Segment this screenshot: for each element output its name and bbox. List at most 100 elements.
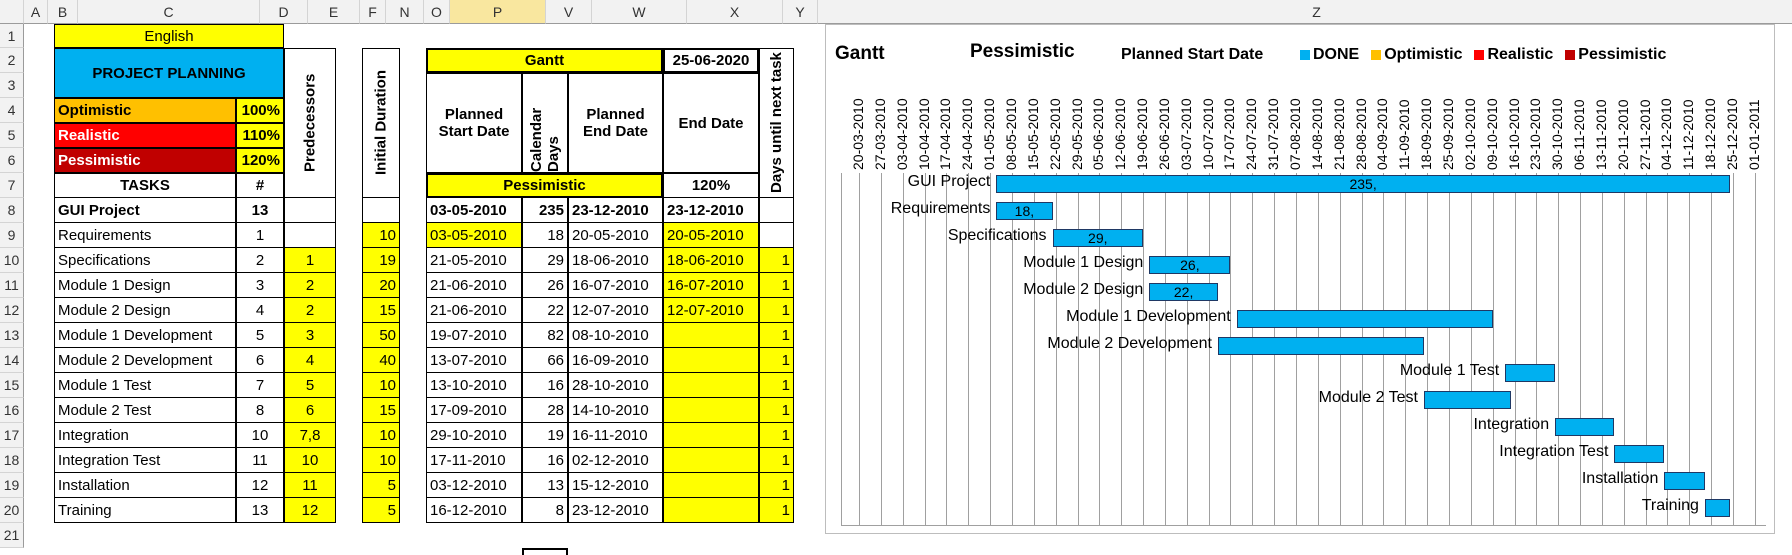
task-name[interactable]: Requirements xyxy=(54,223,236,248)
task-planned-start[interactable]: 21-06-2010 xyxy=(426,273,522,298)
column-header-n[interactable]: N xyxy=(386,0,424,24)
task-planned-start[interactable]: 16-12-2010 xyxy=(426,498,522,523)
task-number[interactable]: 12 xyxy=(236,473,284,498)
task-calendar-days[interactable]: 66 xyxy=(522,348,568,373)
gantt-bar[interactable] xyxy=(1505,364,1556,382)
initial-duration-header[interactable]: Initial Duration xyxy=(362,48,400,198)
task-days-next[interactable]: 1 xyxy=(759,248,794,273)
task-name[interactable]: Module 2 Design xyxy=(54,298,236,323)
task-number[interactable]: 8 xyxy=(236,398,284,423)
task-initial-duration[interactable]: 10 xyxy=(362,373,400,398)
column-header-f[interactable]: F xyxy=(360,0,386,24)
planned-end-header[interactable]: Planned End Date xyxy=(568,73,663,173)
row-header-5[interactable]: 5 xyxy=(0,123,24,148)
task-planned-end[interactable]: 12-07-2010 xyxy=(568,298,663,323)
task-name[interactable]: Integration xyxy=(54,423,236,448)
task-planned-end[interactable]: 23-12-2010 xyxy=(568,198,663,223)
task-end-date[interactable] xyxy=(663,373,759,398)
task-days-next[interactable]: 1 xyxy=(759,448,794,473)
scenario-pessimistic-value[interactable]: 120% xyxy=(236,148,284,173)
row-header-11[interactable]: 11 xyxy=(0,273,24,298)
task-name[interactable]: Module 2 Test xyxy=(54,398,236,423)
task-predecessors[interactable]: 2 xyxy=(284,273,336,298)
task-predecessors[interactable]: 1 xyxy=(284,248,336,273)
end-date-header[interactable]: End Date xyxy=(663,73,759,173)
task-planned-start[interactable]: 03-05-2010 xyxy=(426,198,522,223)
task-days-next[interactable]: 1 xyxy=(759,498,794,523)
task-number[interactable]: 1 xyxy=(236,223,284,248)
task-number[interactable]: 4 xyxy=(236,298,284,323)
task-days-next[interactable]: 1 xyxy=(759,298,794,323)
task-days-next[interactable]: 1 xyxy=(759,323,794,348)
task-initial-duration[interactable]: 20 xyxy=(362,273,400,298)
column-header-d[interactable]: D xyxy=(260,0,308,24)
task-calendar-days[interactable]: 28 xyxy=(522,398,568,423)
task-end-date[interactable] xyxy=(663,348,759,373)
task-planned-start[interactable]: 19-07-2010 xyxy=(426,323,522,348)
task-end-date[interactable] xyxy=(663,473,759,498)
task-planned-start[interactable]: 13-07-2010 xyxy=(426,348,522,373)
days-next-header[interactable]: Days until next task xyxy=(759,48,794,198)
row-header-19[interactable]: 19 xyxy=(0,473,24,498)
tasks-header[interactable]: TASKS xyxy=(54,173,236,198)
task-calendar-days[interactable]: 22 xyxy=(522,298,568,323)
row-header-17[interactable]: 17 xyxy=(0,423,24,448)
column-header-c[interactable]: C xyxy=(78,0,260,24)
task-initial-duration[interactable] xyxy=(362,198,400,223)
row-header-14[interactable]: 14 xyxy=(0,348,24,373)
task-predecessors[interactable]: 11 xyxy=(284,473,336,498)
column-header-o[interactable]: O xyxy=(424,0,450,24)
task-initial-duration[interactable]: 50 xyxy=(362,323,400,348)
task-name[interactable]: Installation xyxy=(54,473,236,498)
task-calendar-days[interactable]: 18 xyxy=(522,223,568,248)
row-header-2[interactable]: 2 xyxy=(0,48,24,73)
task-name[interactable]: Training xyxy=(54,498,236,523)
task-number[interactable]: 13 xyxy=(236,498,284,523)
task-number[interactable]: 2 xyxy=(236,248,284,273)
row-header-13[interactable]: 13 xyxy=(0,323,24,348)
gantt-bar[interactable]: 26, xyxy=(1149,256,1231,274)
task-name[interactable]: Specifications xyxy=(54,248,236,273)
task-planned-start[interactable]: 17-11-2010 xyxy=(426,448,522,473)
date-cell[interactable]: 25-06-2020 xyxy=(663,48,759,73)
scenario-optimistic-label[interactable]: Optimistic xyxy=(54,98,236,123)
task-end-date[interactable] xyxy=(663,398,759,423)
task-calendar-days[interactable]: 82 xyxy=(522,323,568,348)
task-days-next[interactable]: 1 xyxy=(759,423,794,448)
row-header-18[interactable]: 18 xyxy=(0,448,24,473)
gantt-bar[interactable] xyxy=(1217,337,1424,355)
column-header-w[interactable]: W xyxy=(592,0,687,24)
task-end-date[interactable]: 18-06-2010 xyxy=(663,248,759,273)
task-end-date[interactable]: 20-05-2010 xyxy=(663,223,759,248)
row-header-1[interactable]: 1 xyxy=(0,24,24,48)
scenario-pessimistic-label[interactable]: Pessimistic xyxy=(54,148,236,173)
task-predecessors[interactable]: 5 xyxy=(284,373,336,398)
task-initial-duration[interactable]: 5 xyxy=(362,473,400,498)
task-number[interactable]: 3 xyxy=(236,273,284,298)
gantt-bar[interactable] xyxy=(1423,391,1512,409)
task-end-date[interactable]: 23-12-2010 xyxy=(663,198,759,223)
row-header-7[interactable]: 7 xyxy=(0,173,24,198)
column-header-b[interactable]: B xyxy=(48,0,78,24)
column-header-z[interactable]: Z xyxy=(818,0,1792,24)
row-header-21[interactable]: 21 xyxy=(0,523,24,548)
task-predecessors[interactable]: 12 xyxy=(284,498,336,523)
task-name[interactable]: Module 1 Test xyxy=(54,373,236,398)
task-end-date[interactable] xyxy=(663,448,759,473)
task-predecessors[interactable]: 7,8 xyxy=(284,423,336,448)
task-calendar-days[interactable]: 29 xyxy=(522,248,568,273)
task-planned-end[interactable]: 16-11-2010 xyxy=(568,423,663,448)
task-initial-duration[interactable]: 15 xyxy=(362,398,400,423)
task-days-next[interactable]: 1 xyxy=(759,398,794,423)
task-name[interactable]: GUI Project xyxy=(54,198,236,223)
task-planned-start[interactable]: 13-10-2010 xyxy=(426,373,522,398)
column-header-y[interactable]: Y xyxy=(783,0,818,24)
task-planned-end[interactable]: 20-05-2010 xyxy=(568,223,663,248)
task-name[interactable]: Module 1 Design xyxy=(54,273,236,298)
task-days-next[interactable] xyxy=(759,223,794,248)
task-calendar-days[interactable]: 235 xyxy=(522,198,568,223)
task-predecessors[interactable]: 10 xyxy=(284,448,336,473)
task-planned-end[interactable]: 15-12-2010 xyxy=(568,473,663,498)
row-header-8[interactable]: 8 xyxy=(0,198,24,223)
task-predecessors[interactable]: 4 xyxy=(284,348,336,373)
